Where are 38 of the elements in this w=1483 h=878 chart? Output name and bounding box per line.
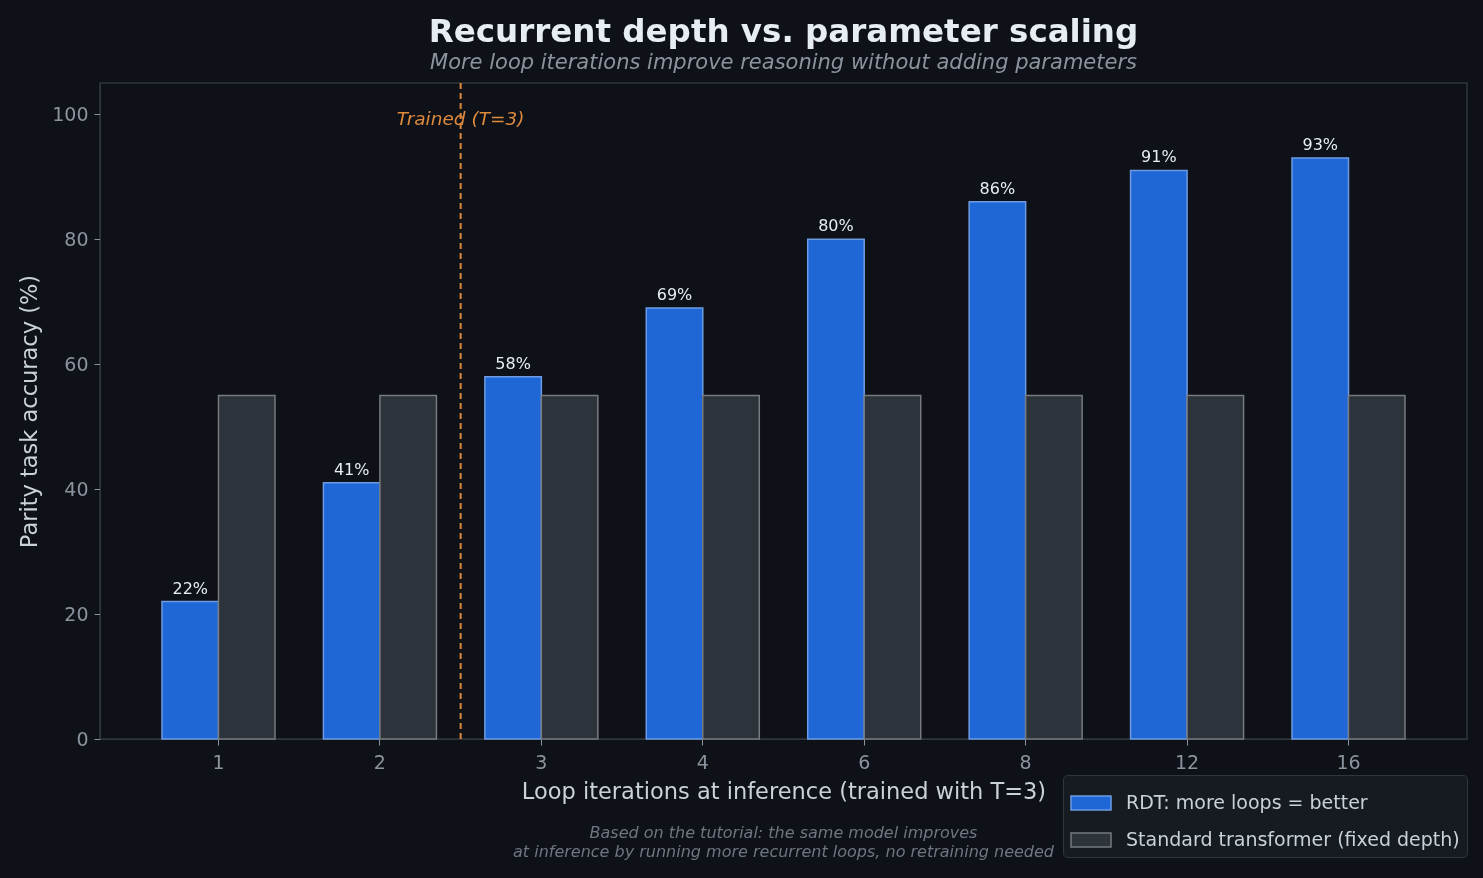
x-tick-label: 12 bbox=[1174, 750, 1200, 773]
bar bbox=[484, 375, 543, 740]
chart-title: Recurrent depth vs. parameter scaling bbox=[428, 11, 1139, 50]
bar bbox=[1129, 169, 1188, 740]
x-tick-label: 2 bbox=[373, 750, 386, 773]
bar bbox=[1291, 157, 1350, 740]
bar bbox=[806, 238, 865, 740]
x-axis-title: Loop iterations at inference (trained with T=3) bbox=[521, 777, 1047, 804]
x-tick-label: 3 bbox=[535, 750, 548, 773]
x-tick-label: 4 bbox=[696, 750, 709, 773]
x-tick-label: 8 bbox=[1019, 750, 1032, 773]
data-label: 58% bbox=[495, 353, 531, 373]
data-label: 80% bbox=[818, 216, 854, 236]
bar bbox=[645, 307, 704, 740]
data-label: 69% bbox=[656, 284, 693, 304]
bar bbox=[322, 482, 381, 740]
y-tick-label: 100 bbox=[52, 102, 89, 125]
y-tick-label: 80 bbox=[64, 227, 89, 250]
y-tick-label: 0 bbox=[76, 727, 89, 750]
data-label: 91% bbox=[1141, 147, 1177, 167]
legend-label: Standard transformer (fixed depth) bbox=[1126, 828, 1460, 850]
y-tick-label: 60 bbox=[64, 352, 89, 375]
x-tick-label: 1 bbox=[212, 750, 225, 773]
ref-line-label: Trained (T=3) bbox=[396, 108, 525, 129]
data-label: 41% bbox=[333, 459, 370, 479]
chart-subtitle: More loop iterations improve reasoning without adding parameters bbox=[430, 50, 1138, 74]
y-axis-title: Parity task accuracy (%) bbox=[16, 274, 43, 549]
legend-label: RDT: more loops = better bbox=[1126, 791, 1368, 813]
x-tick-label: 6 bbox=[858, 750, 871, 773]
data-label: 22% bbox=[172, 578, 209, 598]
bar bbox=[968, 200, 1027, 740]
data-label: 93% bbox=[1302, 134, 1339, 154]
bar bbox=[161, 600, 220, 740]
y-tick-label: 20 bbox=[64, 602, 89, 625]
text: Based on the tutorial: the same model improves at inference by running more recurrent loops, no retraining needed bbox=[513, 823, 1055, 861]
x-tick-label: 16 bbox=[1336, 750, 1361, 773]
data-label: 86% bbox=[979, 178, 1016, 198]
y-tick-label: 40 bbox=[64, 477, 89, 500]
